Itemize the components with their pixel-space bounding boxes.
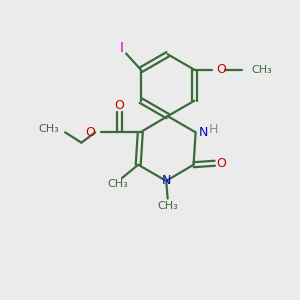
Text: O: O — [115, 99, 124, 112]
Text: O: O — [216, 157, 226, 170]
Text: CH₃: CH₃ — [38, 124, 59, 134]
Text: N: N — [161, 174, 171, 188]
Text: O: O — [217, 63, 226, 76]
Text: CH₃: CH₃ — [157, 201, 178, 211]
Text: CH₃: CH₃ — [107, 179, 128, 189]
Text: H: H — [209, 124, 218, 136]
Text: CH₃: CH₃ — [252, 65, 273, 75]
Text: O: O — [85, 126, 95, 139]
Text: I: I — [120, 41, 124, 55]
Text: N: N — [199, 126, 208, 139]
